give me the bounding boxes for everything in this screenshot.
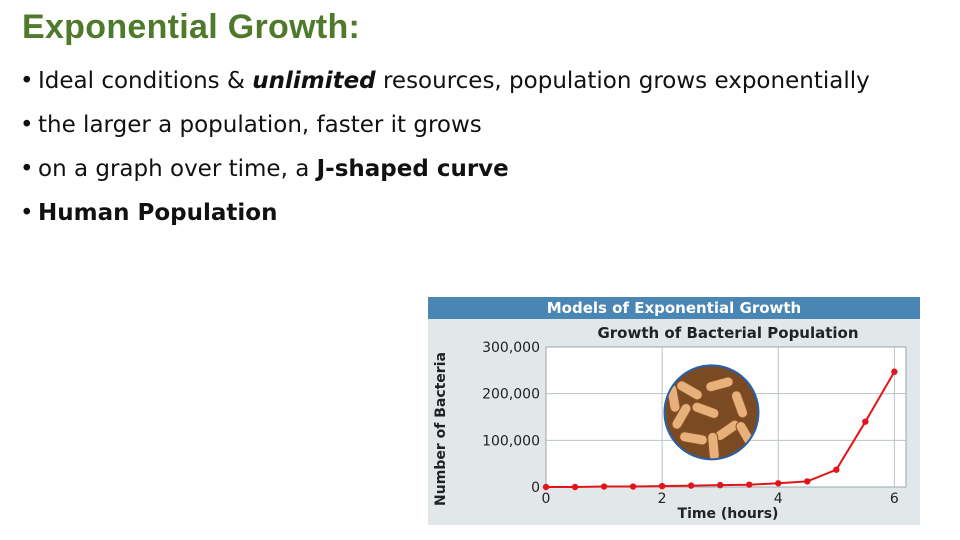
- data-point: [891, 368, 898, 375]
- bacterium-icon: [671, 403, 692, 430]
- data-point: [629, 483, 637, 490]
- bullet-item: Human Population: [20, 198, 920, 228]
- figure-header: Models of Exponential Growth: [428, 297, 920, 319]
- data-point: [746, 481, 753, 488]
- bullet-text: J-shaped curve: [316, 156, 509, 182]
- slide-title: Exponential Growth:: [22, 8, 361, 46]
- bullet-text: Human Population: [38, 200, 278, 226]
- growth-chart: 0 2 4 6 0 100,000 200,000 300,000: [482, 340, 907, 507]
- data-point: [571, 483, 579, 491]
- data-point: [600, 483, 608, 490]
- y-tick-label: 100,000: [482, 433, 540, 449]
- data-point: [775, 480, 782, 487]
- data-point: [833, 466, 840, 473]
- bacterial-growth-figure: Models of Exponential Growth Growth of B…: [428, 297, 920, 525]
- bacteria-micrograph: [665, 366, 758, 459]
- bullet-list: Ideal conditions & unlimited resources, …: [20, 66, 920, 242]
- bacterium-icon: [705, 376, 734, 393]
- bullet-item: Ideal conditions & unlimited resources, …: [20, 66, 920, 96]
- x-axis-label: Time (hours): [677, 506, 779, 522]
- chart-title: Growth of Bacterial Population: [597, 324, 859, 342]
- data-point: [542, 483, 550, 491]
- data-point: [658, 482, 666, 490]
- bullet-text: Ideal conditions &: [38, 68, 253, 94]
- y-tick-label: 200,000: [482, 387, 540, 403]
- bullet-text: unlimited: [252, 68, 376, 94]
- x-tick-label: 2: [658, 491, 667, 507]
- bullet-text: the larger a population, faster it grows: [38, 112, 482, 138]
- data-point: [862, 418, 869, 425]
- x-tick-label: 0: [542, 491, 551, 507]
- bullet-text: resources, population grows exponentiall…: [375, 68, 870, 94]
- bacterium-icon: [679, 431, 708, 446]
- y-tick-label: 0: [531, 480, 540, 496]
- bacterium-icon: [691, 401, 720, 419]
- x-tick-label: 6: [890, 491, 899, 507]
- bullet-item: on a graph over time, a J-shaped curve: [20, 154, 920, 184]
- bacterium-icon: [730, 390, 749, 419]
- bullet-item: the larger a population, faster it grows: [20, 110, 920, 140]
- y-tick-label: 300,000: [482, 340, 540, 356]
- data-point: [804, 478, 811, 485]
- data-point: [716, 481, 724, 489]
- bacterium-icon: [707, 431, 720, 459]
- bullet-text: on a graph over time, a: [38, 156, 317, 182]
- data-point: [687, 482, 695, 489]
- bacterium-icon: [676, 380, 703, 401]
- x-tick-label: 4: [774, 491, 783, 507]
